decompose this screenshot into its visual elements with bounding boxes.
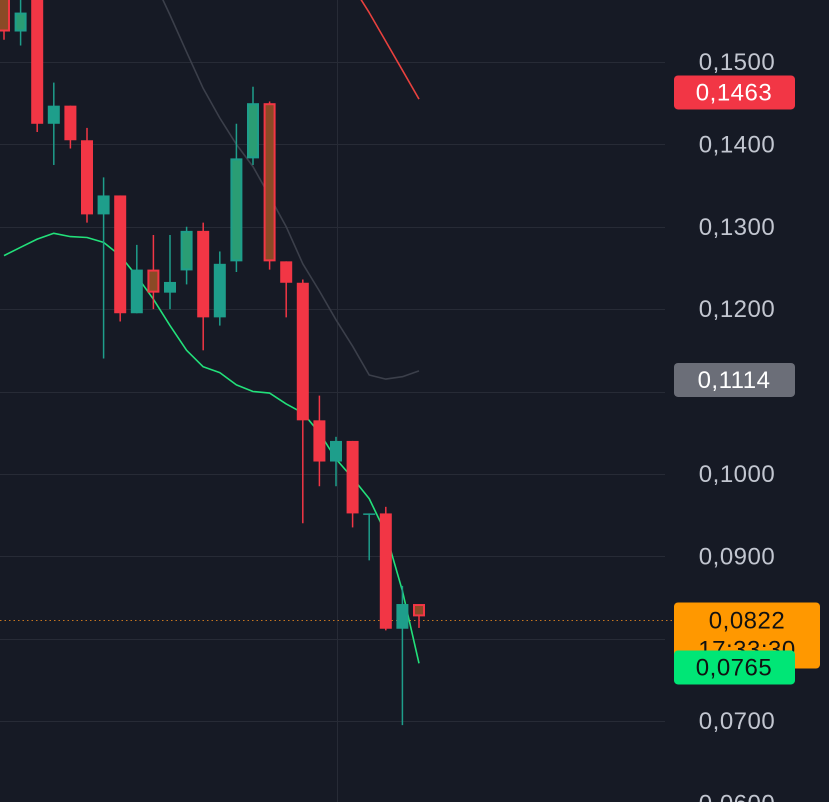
candle-body	[330, 440, 342, 462]
price-badge-bg	[674, 650, 795, 685]
price-badge: 0,0765	[674, 650, 795, 685]
price-badge: 0,1463	[674, 75, 795, 110]
price-badge-label: 0,1114	[698, 367, 771, 394]
candle	[379, 506, 392, 631]
candle	[64, 105, 77, 149]
candle	[114, 195, 127, 322]
moving-average-line	[360, 0, 420, 100]
candle	[247, 86, 259, 165]
candle	[97, 177, 110, 359]
price-badge-bg	[674, 362, 795, 397]
y-axis-tick-label: 0,1000	[699, 461, 775, 488]
candle-body	[114, 195, 127, 314]
candle	[31, 0, 44, 133]
candle	[147, 234, 160, 310]
candle	[280, 261, 293, 318]
candle-body	[280, 261, 293, 283]
candle	[296, 279, 309, 524]
candle	[180, 226, 193, 285]
candle	[263, 101, 276, 270]
y-axis-ticks: 0,1500 0,1400 0,1300 0,1200 0,1000 0,0900 0,07…	[699, 49, 775, 802]
candle-body	[81, 140, 93, 215]
candle	[130, 244, 143, 314]
candle	[47, 82, 60, 165]
price-badge-label: 0,1463	[696, 79, 772, 106]
candle-body	[14, 12, 27, 32]
y-axis-tick-label: 0,0600	[699, 790, 775, 802]
candle-body	[296, 282, 309, 421]
y-axis-tick-label: 0,0700	[699, 708, 775, 735]
candle-body	[379, 513, 392, 629]
candle	[346, 440, 359, 528]
y-axis-tick-label: 0,0900	[699, 543, 775, 570]
candle-body	[31, 0, 44, 124]
candle	[0, 0, 10, 40]
candle-body	[97, 195, 110, 215]
candle-body	[263, 103, 276, 262]
candle-body	[313, 420, 326, 462]
candle-body	[413, 604, 425, 617]
candle	[363, 513, 376, 561]
candle-body	[247, 103, 259, 159]
candle	[81, 127, 93, 223]
candle-body	[64, 105, 77, 141]
candle-body	[180, 230, 193, 271]
candle-body	[0, 0, 10, 32]
candle	[396, 585, 409, 726]
y-axis-tick-label: 0,1400	[699, 131, 775, 158]
candle	[197, 222, 210, 351]
y-axis-tick-label: 0,1200	[699, 296, 775, 323]
candle-body	[130, 269, 143, 314]
grid-lines	[0, 0, 665, 802]
candle-body	[363, 513, 376, 515]
price-badge-bg	[674, 75, 795, 110]
candle-body	[213, 263, 226, 318]
candle-body	[47, 105, 60, 124]
y-axis-tick-label: 0,1300	[699, 214, 775, 241]
candle	[413, 604, 425, 628]
candle	[164, 234, 176, 310]
price-badge: 0,1114	[674, 362, 795, 397]
candle-body	[197, 230, 210, 318]
candle-body	[164, 281, 176, 293]
price-badge-label: 0,0765	[696, 654, 772, 681]
candle-body	[230, 158, 243, 262]
candle-body	[346, 440, 359, 514]
candle	[313, 395, 326, 487]
candle-body	[147, 269, 160, 293]
candle-body	[396, 604, 409, 629]
y-axis-tick-label: 0,1500	[699, 49, 775, 76]
candle	[230, 123, 243, 273]
price-badge-label: 0,0822	[709, 608, 785, 635]
moving-average-line	[162, 0, 420, 380]
candle	[14, 0, 27, 46]
candle	[330, 436, 342, 487]
candles	[0, 0, 425, 726]
candle	[213, 251, 226, 326]
